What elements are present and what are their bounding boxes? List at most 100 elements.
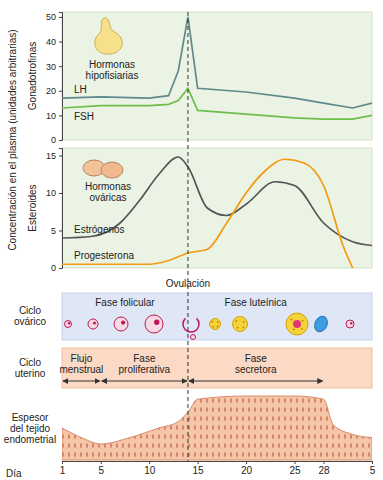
tick-mark [59,140,62,141]
tick-label: 1 [60,465,66,476]
tick-mark [59,115,62,116]
plot-background [62,148,372,268]
tick-mark [59,268,62,269]
text-line: Hormonas [85,181,131,192]
x-axis-title: Día [6,468,22,479]
tick-label: 5 [51,226,56,236]
tick: 50 [46,12,62,22]
oocyte [350,322,352,324]
ovarian-band [62,293,372,340]
corpus-luteum-dot [217,321,219,323]
follicle-icon [88,319,98,329]
phase-label: Fase luteínica [225,297,288,308]
tick-mark [59,91,62,92]
corpus-luteum-dot [212,326,214,328]
text-line: endometrial [4,434,56,445]
corpus-albicans [312,314,330,334]
text-line: hipofisiarias [86,70,139,81]
oocyte [68,322,70,324]
corpus-luteum-dot [243,321,245,323]
text-line: Hormonas [89,59,135,70]
tick-mark [198,461,199,464]
follicle [346,320,354,328]
phase-arrow [102,381,187,382]
text-line: Fase [245,353,268,364]
y-axis-title: Esteroides [27,184,38,231]
day-axis-line [63,462,373,465]
tick-label: 10 [46,188,56,198]
tick-mark [149,461,150,464]
text-line: secretora [235,364,277,375]
tick: 20 [46,86,62,96]
ovulation-line [187,12,188,461]
tick: 5 [370,461,376,476]
tick-mark [101,461,102,464]
figure: Concentración en el plasma (unidades arb… [0,0,383,480]
corpus-luteum-dot [216,325,218,327]
text-line: Ciclo [19,357,42,368]
follicle [145,315,163,333]
tick: 5 [98,461,104,476]
lines [62,17,372,119]
tick-mark [59,66,62,67]
tick-mark [59,17,62,18]
tick-label: 15 [46,151,56,161]
endometrium [62,396,372,460]
y-axis: 0 5 10 15 [46,149,63,274]
tick-mark [59,42,62,43]
tick-label: 5 [370,465,376,476]
tick: 1 [60,461,66,476]
released-oocyte [191,335,196,340]
series-label: FSH [74,111,94,122]
corpus-luteum [210,319,221,330]
text-line: menstrual [59,364,103,375]
follicle-icon [183,318,199,339]
pituitary-icon [95,18,122,54]
tick-label: 15 [193,465,205,476]
follicle [88,319,98,329]
tick-mark [246,461,247,464]
tick-label: 10 [46,111,56,121]
tick: 5 [51,226,62,236]
tick-label: 50 [46,12,56,22]
corpus-luteum-dot [291,319,293,321]
follicle-icon [233,317,248,332]
follicle-icon [346,320,354,328]
text-line: Ciclo [19,305,42,316]
lines [62,157,372,268]
follicle-icon [210,319,221,330]
tick-mark [59,231,62,232]
tick-label: 0 [51,263,56,273]
corpus-luteum-core [293,320,301,328]
tick: 15 [46,151,62,161]
tick-label: 28 [319,465,331,476]
tick: 15 [193,461,205,476]
tick-mark [372,461,373,464]
y-axis-title: Gonadotrofinas [27,42,38,110]
corpus-luteum-dot [235,320,237,322]
oocyte [121,321,125,325]
y-axis: 01020304050 [46,12,63,145]
follicle [114,317,128,331]
corpus-luteum-dot [293,329,295,331]
endometrium-area [62,396,372,460]
tick: 28 [319,461,331,476]
series-label: Progesterona [74,250,134,261]
tick: 25 [289,461,301,476]
corpus-luteum-dot [302,320,304,322]
panel-title: Hormonasováricas [85,181,131,203]
uterine-band [62,348,372,388]
panel: 051015EsteroidesHormonasováricasEstrógen… [27,148,372,273]
follicle-icon [145,315,163,333]
corpus-luteum-dot [242,326,244,328]
series-label: LH [74,84,87,95]
tick-label: 30 [46,62,56,72]
ovary-icon [101,162,123,178]
tick-mark [59,193,62,194]
text-line: uterino [15,368,46,379]
panel-title: Hormonashipofisiarias [86,59,139,81]
series-line [62,157,372,246]
phase-arrow [189,381,323,382]
corpus-luteum [233,317,248,332]
panel: 01020304050GonadotrofinasHormonashipofis… [27,12,372,145]
